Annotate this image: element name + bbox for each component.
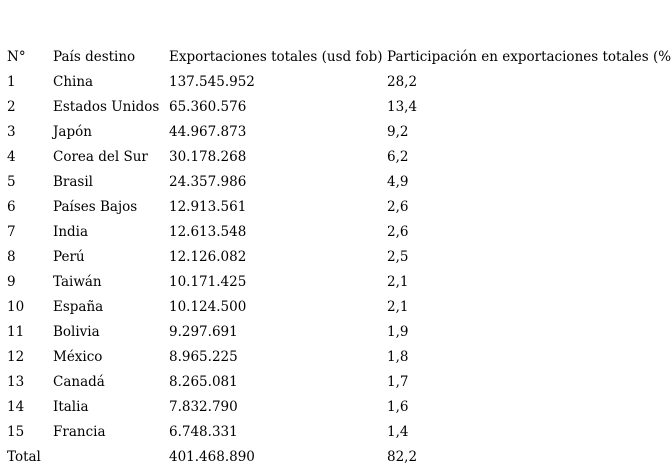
row-country: Japón [53, 124, 92, 140]
row-share: 1,8 [387, 349, 409, 365]
total-exports: 401.468.890 [169, 449, 255, 465]
row-country: México [53, 349, 103, 365]
header-num: N° [7, 49, 26, 65]
table-row: 6 Países Bajos 12.913.561 2,6 [7, 195, 667, 220]
table-row: 2 Estados Unidos 65.360.576 13,4 [7, 95, 667, 120]
table-row: 1 China 137.545.952 28,2 [7, 70, 667, 95]
row-num: 5 [7, 174, 16, 190]
row-country: China [53, 74, 94, 90]
row-exports: 10.124.500 [169, 299, 247, 315]
row-exports: 12.126.082 [169, 249, 247, 265]
total-label: Total [7, 449, 41, 465]
table-row: 5 Brasil 24.357.986 4,9 [7, 170, 667, 195]
header-country: País destino [53, 49, 136, 65]
row-country: Brasil [53, 174, 93, 190]
table-row: 8 Perú 12.126.082 2,5 [7, 245, 667, 270]
row-exports: 8.265.081 [169, 374, 238, 390]
row-exports: 65.360.576 [169, 99, 247, 115]
row-country: Canadá [53, 374, 105, 390]
table-total-row: Total 401.468.890 82,2 [7, 445, 667, 470]
row-country: Taiwán [53, 274, 102, 290]
table-row: 11 Bolivia 9.297.691 1,9 [7, 320, 667, 345]
row-exports: 137.545.952 [169, 74, 255, 90]
row-num: 6 [7, 199, 16, 215]
table-row: 15 Francia 6.748.331 1,4 [7, 420, 667, 445]
table-row: 13 Canadá 8.265.081 1,7 [7, 370, 667, 395]
row-share: 6,2 [387, 149, 409, 165]
row-share: 1,4 [387, 424, 409, 440]
row-share: 2,5 [387, 249, 409, 265]
row-exports: 24.357.986 [169, 174, 247, 190]
table-header-row: N° País destino Exportaciones totales (u… [7, 45, 672, 70]
row-country: España [53, 299, 104, 315]
table-row: 7 India 12.613.548 2,6 [7, 220, 667, 245]
row-share: 1,6 [387, 399, 409, 415]
row-num: 8 [7, 249, 16, 265]
row-num: 1 [7, 74, 16, 90]
row-share: 2,1 [387, 274, 409, 290]
row-share: 4,9 [387, 174, 409, 190]
row-share: 13,4 [387, 99, 418, 115]
row-exports: 6.748.331 [169, 424, 238, 440]
row-num: 12 [7, 349, 25, 365]
row-country: Perú [53, 249, 85, 265]
row-country: Bolivia [53, 324, 100, 340]
row-share: 1,9 [387, 324, 409, 340]
table-row: 12 México 8.965.225 1,8 [7, 345, 667, 370]
row-share: 2,6 [387, 224, 409, 240]
row-exports: 8.965.225 [169, 349, 238, 365]
total-share: 82,2 [387, 449, 418, 465]
row-num: 3 [7, 124, 16, 140]
row-num: 13 [7, 374, 25, 390]
row-num: 7 [7, 224, 16, 240]
row-exports: 9.297.691 [169, 324, 238, 340]
row-exports: 12.913.561 [169, 199, 247, 215]
header-share: Participación en exportaciones totales (… [387, 49, 672, 65]
row-share: 28,2 [387, 74, 418, 90]
row-share: 2,1 [387, 299, 409, 315]
row-exports: 7.832.790 [169, 399, 238, 415]
table-row: 3 Japón 44.967.873 9,2 [7, 120, 667, 145]
row-num: 4 [7, 149, 16, 165]
row-share: 1,7 [387, 374, 409, 390]
row-country: Estados Unidos [53, 99, 160, 115]
table-row: 9 Taiwán 10.171.425 2,1 [7, 270, 667, 295]
row-exports: 10.171.425 [169, 274, 247, 290]
exports-table: N° País destino Exportaciones totales (u… [7, 45, 672, 470]
header-exports: Exportaciones totales (usd fob) [169, 49, 383, 65]
row-num: 10 [7, 299, 25, 315]
row-exports: 12.613.548 [169, 224, 247, 240]
row-num: 14 [7, 399, 25, 415]
row-num: 15 [7, 424, 25, 440]
row-country: Italia [53, 399, 89, 415]
row-country: India [53, 224, 89, 240]
row-country: Corea del Sur [53, 149, 148, 165]
row-country: Países Bajos [53, 199, 138, 215]
row-num: 11 [7, 324, 25, 340]
row-share: 9,2 [387, 124, 409, 140]
table-row: 14 Italia 7.832.790 1,6 [7, 395, 667, 420]
table-row: 4 Corea del Sur 30.178.268 6,2 [7, 145, 667, 170]
row-share: 2,6 [387, 199, 409, 215]
row-num: 2 [7, 99, 16, 115]
row-exports: 30.178.268 [169, 149, 247, 165]
table-row: 10 España 10.124.500 2,1 [7, 295, 667, 320]
row-exports: 44.967.873 [169, 124, 247, 140]
row-country: Francia [53, 424, 106, 440]
row-num: 9 [7, 274, 16, 290]
